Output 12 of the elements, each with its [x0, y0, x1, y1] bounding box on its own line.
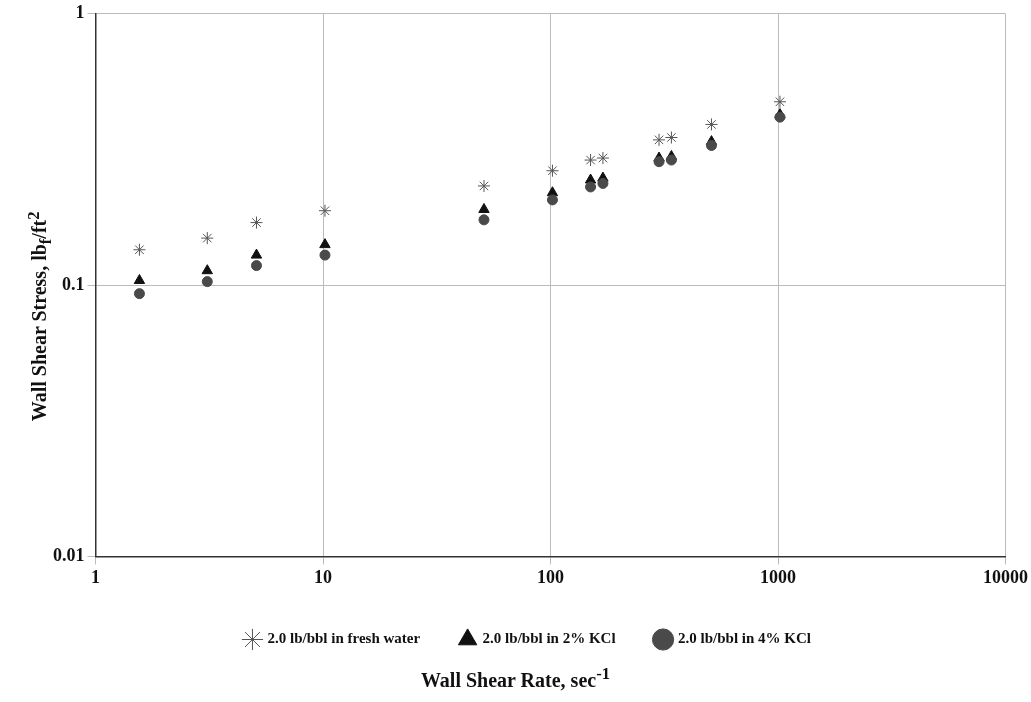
y-tick-label: 0.01 — [53, 545, 85, 566]
y-tick-label: 0.1 — [62, 273, 85, 294]
legend-label: 2.0 lb/bbl in fresh water — [267, 630, 421, 647]
x-tick-label: 100 — [537, 566, 564, 587]
y-tick-label: 1 — [75, 2, 85, 23]
x-tick-label: 1000 — [760, 566, 796, 587]
x-tick-label: 10 — [314, 566, 332, 587]
x-tick-label: 10000 — [983, 566, 1028, 587]
x-tick-label: 1 — [91, 566, 100, 587]
legend-label: 2.0 lb/bbl in 4% KCl — [678, 630, 812, 647]
legend-label: 2.0 lb/bbl in 2% KCl — [482, 630, 616, 647]
x-axis-title: Wall Shear Rate, sec$^{-1}$ — [419, 664, 611, 692]
